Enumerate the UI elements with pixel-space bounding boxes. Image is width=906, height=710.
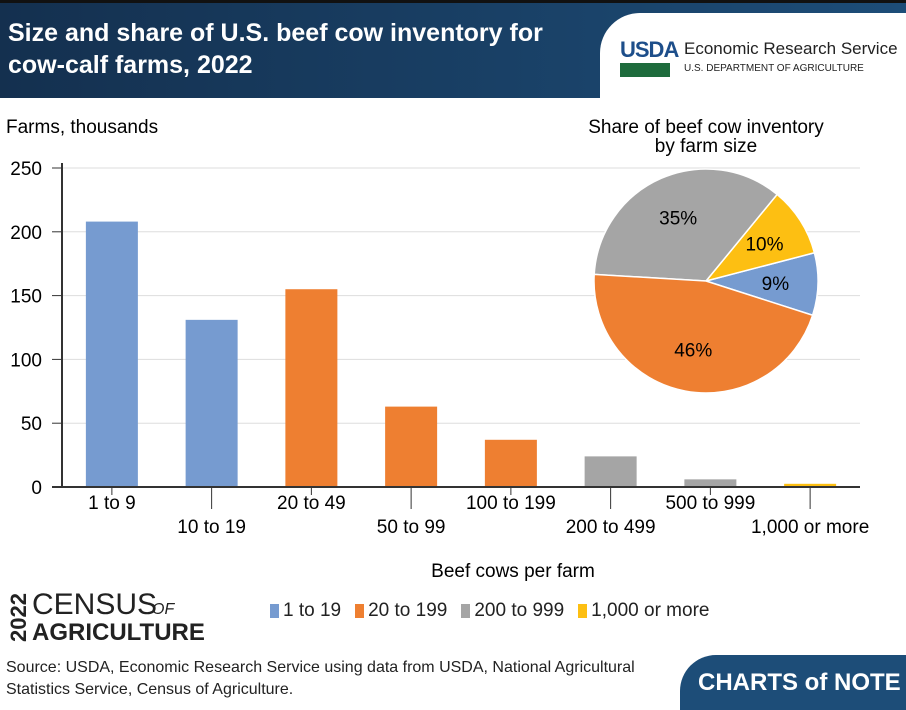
x-tick-label: 10 to 19 (177, 517, 246, 538)
legend-swatch (270, 604, 279, 618)
bar (584, 456, 637, 487)
legend-label: 1,000 or more (591, 600, 710, 621)
org-name: Economic Research Service (684, 39, 898, 58)
y-tick-label: 50 (21, 414, 42, 435)
x-tick-label: 200 to 499 (566, 517, 656, 538)
usda-logo-mark (620, 63, 670, 77)
legend-swatch (578, 604, 588, 618)
y-tick-label: 0 (31, 478, 42, 499)
legend-item: 20 to 199 (355, 600, 447, 622)
bar (385, 406, 438, 487)
census-of-agriculture-logo: 2022 CENSUS OF AGRICULTURE (6, 586, 216, 651)
bar (484, 439, 537, 487)
pie-slice (593, 273, 814, 394)
census-line1: CENSUS (32, 588, 157, 621)
legend-swatch (461, 604, 471, 618)
x-axis-label: Beef cows per farm (431, 561, 595, 582)
usda-logo: USDA (620, 37, 679, 62)
legend-item: 200 to 999 (461, 600, 564, 622)
x-tick-label: 100 to 199 (466, 493, 556, 514)
legend-item: 1,000 or more (578, 600, 709, 622)
x-tick-label: 20 to 49 (277, 493, 346, 514)
chart: Farms, thousands Beef cows per farm 0 50 1… (6, 117, 869, 582)
x-tick-label: 500 to 999 (665, 493, 755, 514)
pie-label: 9% (762, 274, 790, 295)
legend-item: 1 to 19 (270, 600, 341, 622)
bar (85, 221, 138, 488)
charts-of-note-logo: CHARTS of NOTE (680, 655, 906, 710)
census-year: 2022 (6, 593, 31, 642)
y-tick-label: 250 (10, 159, 42, 180)
y-tick-label: 100 (10, 350, 42, 371)
bar (684, 479, 737, 487)
pie-slice (593, 168, 779, 282)
legend-swatch (355, 604, 365, 618)
legend-label: 200 to 999 (474, 600, 565, 621)
y-axis-label: Farms, thousands (6, 117, 158, 138)
legend-label: 1 to 19 (283, 600, 342, 621)
pie-label: 10% (745, 235, 783, 256)
y-tick-label: 200 (10, 223, 42, 244)
census-line2: AGRICULTURE (32, 619, 205, 646)
x-tick-label: 1,000 or more (751, 517, 869, 538)
usda-ers-logo: USDA Economic Research Service U.S. DEPA… (600, 13, 906, 98)
bar (784, 483, 837, 487)
bar (285, 289, 338, 487)
source-note: Source: USDA, Economic Research Service … (6, 659, 635, 698)
y-tick-label: 150 (10, 287, 42, 308)
legend: 1 to 19 20 to 199 200 to 999 1,000 or mo… (270, 600, 709, 622)
legend-label: 20 to 199 (368, 600, 448, 621)
pie-label: 46% (674, 340, 712, 361)
x-tick-label: 50 to 99 (377, 517, 446, 538)
chart-title: Size and share of U.S. beef cow inventor… (8, 19, 543, 79)
dept-name: U.S. DEPARTMENT OF AGRICULTURE (684, 63, 864, 74)
pie-label: 35% (659, 208, 697, 229)
census-of: OF (152, 601, 175, 618)
pie-title-line1: Share of beef cow inventory (588, 117, 824, 138)
bar (185, 319, 238, 487)
x-tick-label: 1 to 9 (88, 493, 136, 514)
header: Size and share of U.S. beef cow inventor… (0, 0, 906, 98)
pie-title-line2: by farm size (655, 136, 757, 157)
